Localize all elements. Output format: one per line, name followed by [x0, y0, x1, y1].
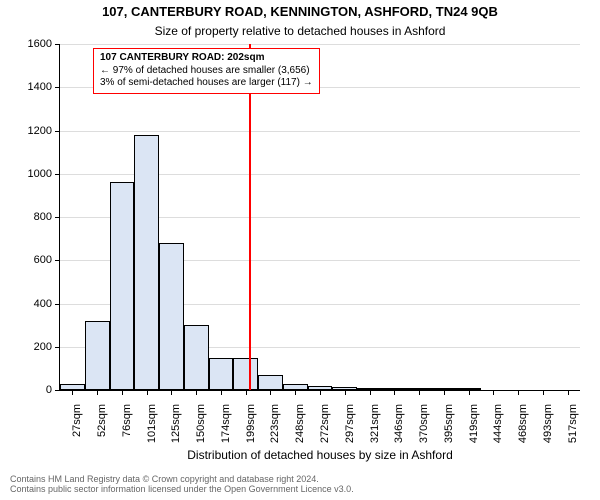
x-tick: [493, 390, 494, 395]
x-tick: [419, 390, 420, 395]
x-tick: [394, 390, 395, 395]
x-tick-label: 444sqm: [492, 404, 504, 500]
x-tick-label: 493sqm: [542, 404, 554, 500]
y-tick-label: 800: [16, 211, 52, 223]
histogram-bar: [110, 182, 135, 390]
y-tick-label: 400: [16, 298, 52, 310]
marker-line: [249, 44, 251, 390]
x-tick-label: 517sqm: [567, 404, 579, 500]
x-tick-label: 125sqm: [170, 404, 182, 500]
x-tick: [345, 390, 346, 395]
y-tick-label: 1600: [16, 38, 52, 50]
y-tick-label: 1400: [16, 81, 52, 93]
x-tick-label: 101sqm: [146, 404, 158, 500]
x-tick: [122, 390, 123, 395]
x-tick: [270, 390, 271, 395]
x-tick-label: 52sqm: [96, 404, 108, 500]
histogram-bar: [332, 387, 357, 390]
x-tick-label: 419sqm: [468, 404, 480, 500]
x-tick-label: 370sqm: [418, 404, 430, 500]
histogram-bar: [283, 384, 308, 390]
y-tick-label: 200: [16, 341, 52, 353]
x-tick: [171, 390, 172, 395]
x-tick: [469, 390, 470, 395]
histogram-bar: [134, 135, 159, 390]
histogram-bar: [258, 375, 283, 390]
histogram-bar: [233, 358, 258, 390]
x-tick: [196, 390, 197, 395]
annotation-title: 107 CANTERBURY ROAD: 202sqm: [100, 52, 313, 65]
histogram-bar: [60, 384, 85, 390]
chart-root: 107, CANTERBURY ROAD, KENNINGTON, ASHFOR…: [0, 0, 600, 500]
histogram-bar: [308, 386, 333, 390]
x-tick: [221, 390, 222, 395]
x-tick-label: 199sqm: [245, 404, 257, 500]
y-tick: [55, 390, 60, 391]
y-tick-label: 0: [16, 384, 52, 396]
x-tick: [147, 390, 148, 395]
x-tick: [543, 390, 544, 395]
annotation-line-larger: 3% of semi-detached houses are larger (1…: [100, 77, 313, 90]
annotation-line-smaller: ← 97% of detached houses are smaller (3,…: [100, 65, 313, 78]
x-tick: [444, 390, 445, 395]
x-tick-label: 297sqm: [344, 404, 356, 500]
y-tick-label: 1200: [16, 125, 52, 137]
histogram-bar: [382, 388, 407, 390]
x-tick-label: 150sqm: [195, 404, 207, 500]
x-tick: [370, 390, 371, 395]
y-tick-label: 1000: [16, 168, 52, 180]
x-tick: [295, 390, 296, 395]
histogram-bar: [357, 388, 382, 390]
x-tick-label: 76sqm: [121, 404, 133, 500]
histogram-bar: [431, 388, 456, 390]
histogram-bar: [456, 388, 481, 390]
x-tick-label: 248sqm: [294, 404, 306, 500]
grid-line: [60, 44, 580, 45]
x-tick: [246, 390, 247, 395]
x-tick-label: 27sqm: [71, 404, 83, 500]
histogram-bar: [209, 358, 234, 390]
grid-line: [60, 131, 580, 132]
histogram-bar: [184, 325, 209, 390]
x-tick-label: 346sqm: [393, 404, 405, 500]
x-tick: [518, 390, 519, 395]
x-tick: [97, 390, 98, 395]
x-tick-label: 272sqm: [319, 404, 331, 500]
x-tick-label: 174sqm: [220, 404, 232, 500]
x-tick-label: 223sqm: [269, 404, 281, 500]
plot-area: 107 CANTERBURY ROAD: 202sqm← 97% of deta…: [60, 44, 580, 390]
chart-title: 107, CANTERBURY ROAD, KENNINGTON, ASHFOR…: [0, 4, 600, 19]
histogram-bar: [159, 243, 184, 390]
histogram-bar: [85, 321, 110, 390]
histogram-bar: [407, 388, 432, 390]
x-tick-label: 321sqm: [369, 404, 381, 500]
x-tick: [568, 390, 569, 395]
x-tick: [72, 390, 73, 395]
chart-subtitle: Size of property relative to detached ho…: [0, 24, 600, 38]
x-tick-label: 395sqm: [443, 404, 455, 500]
x-tick-label: 468sqm: [517, 404, 529, 500]
y-tick-label: 600: [16, 254, 52, 266]
x-tick: [320, 390, 321, 395]
annotation-box: 107 CANTERBURY ROAD: 202sqm← 97% of deta…: [93, 48, 320, 94]
